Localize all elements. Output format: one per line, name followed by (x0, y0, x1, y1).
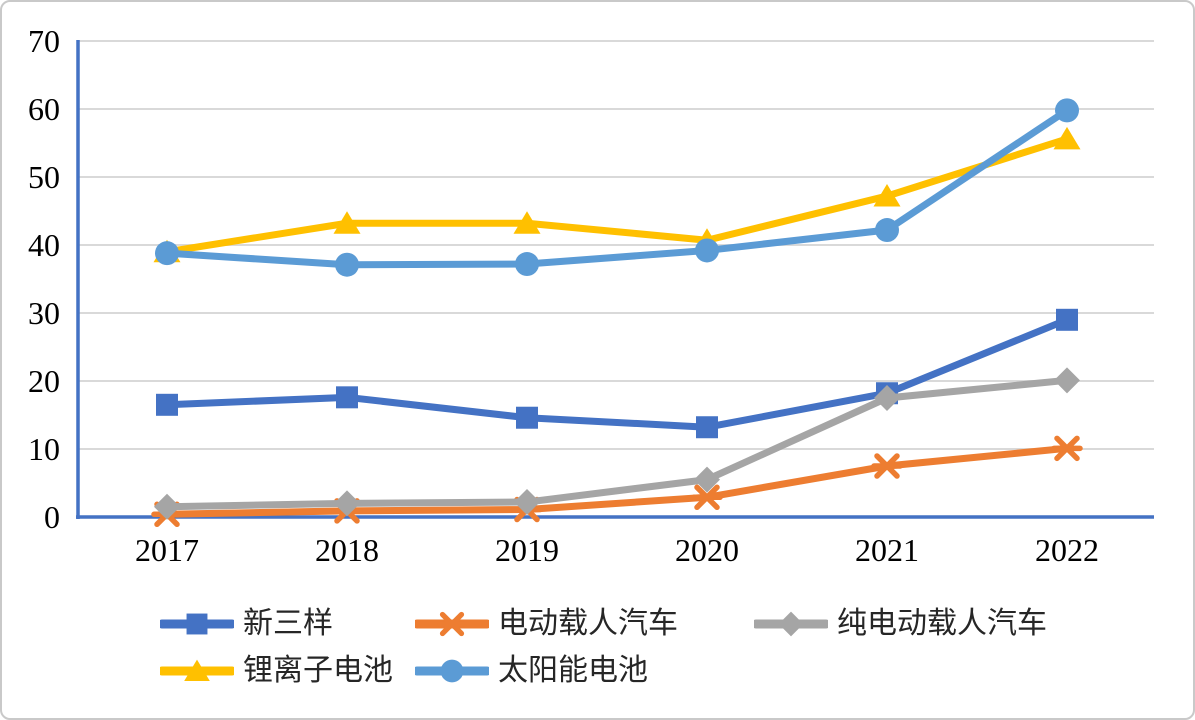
circle-marker-icon (1055, 98, 1079, 123)
legend-circle-marker-icon (415, 659, 489, 683)
y-tick-label: 20 (28, 363, 60, 399)
series-line (163, 106, 1071, 269)
triangle-marker-icon (1053, 126, 1081, 150)
series-line (163, 376, 1071, 511)
legend-item-ev-passenger: 电动载人汽车 (415, 606, 678, 642)
x-tick-label: 2019 (495, 532, 559, 568)
x-tick-label: 2020 (675, 532, 739, 568)
square-marker-icon (336, 386, 358, 409)
circle-marker-icon (335, 252, 359, 277)
series-line (163, 135, 1071, 256)
legend-label: 电动载人汽车 (498, 607, 678, 640)
legend-label: 纯电动载人汽车 (837, 607, 1047, 640)
diamond-marker-icon (874, 385, 900, 411)
legend-label: 新三样 (243, 607, 333, 640)
x-tick-label: 2021 (855, 532, 919, 568)
square-marker-icon (156, 393, 178, 416)
legend-diamond-marker-icon (754, 611, 828, 637)
diamond-marker-icon (514, 489, 540, 516)
circle-marker-icon (440, 659, 464, 683)
legend-item-bev-passenger: 纯电动载人汽车 (754, 606, 1047, 642)
triangle-marker-icon (513, 211, 541, 234)
diamond-marker-icon (1054, 367, 1080, 394)
legend-asterisk-marker-icon (415, 611, 489, 637)
y-tick-label: 40 (28, 227, 60, 263)
diamond-marker-icon (694, 466, 720, 493)
asterisk-marker-icon (691, 484, 723, 511)
circle-marker-icon (155, 241, 179, 266)
square-marker-icon (1056, 308, 1078, 331)
series-circle (155, 98, 1079, 277)
x-tick-label: 2022 (1035, 532, 1099, 568)
circle-marker-icon (515, 252, 539, 277)
series-diamond (154, 367, 1080, 520)
square-marker-icon (186, 613, 208, 635)
asterisk-marker-icon (871, 453, 903, 479)
y-tick-label: 60 (28, 91, 60, 127)
y-tick-label: 50 (28, 159, 60, 195)
circle-marker-icon (875, 218, 899, 243)
y-tick-label: 0 (44, 499, 60, 535)
diamond-marker-icon (334, 490, 360, 517)
y-tick-label: 30 (28, 295, 60, 331)
chart-canvas: 0 10 20 30 40 50 60 70 2017 2018 2019 2020 2021 2022 (28, 23, 1154, 568)
y-tick-label: 10 (28, 431, 60, 467)
legend-item-solar-cell: 太阳能电池 (415, 653, 648, 689)
square-marker-icon (516, 406, 538, 429)
series-square (156, 308, 1078, 439)
y-tick-label: 70 (28, 23, 60, 59)
legend-label: 锂离子电池 (243, 654, 393, 687)
legend-item-xin-san-yang: 新三样 (160, 606, 333, 642)
x-tick-label: 2017 (135, 532, 199, 568)
square-marker-icon (696, 416, 718, 439)
triangle-marker-icon (873, 184, 901, 207)
asterisk-marker-icon (1051, 435, 1083, 462)
series-line (163, 316, 1071, 431)
series-asterisk (151, 435, 1083, 528)
circle-marker-icon (695, 238, 719, 263)
x-tick-label: 2018 (315, 532, 379, 568)
legend-label: 太阳能电池 (498, 654, 648, 687)
diamond-marker-icon (778, 611, 804, 637)
legend-item-li-ion-battery: 锂离子电池 (160, 653, 393, 689)
triangle-marker-icon (333, 211, 361, 234)
series-line (163, 444, 1071, 518)
triangle-marker-icon (184, 659, 210, 681)
diamond-marker-icon (154, 493, 180, 520)
legend-triangle-marker-icon (160, 659, 234, 681)
legend-square-marker-icon (160, 613, 234, 635)
asterisk-marker-icon (437, 611, 467, 637)
